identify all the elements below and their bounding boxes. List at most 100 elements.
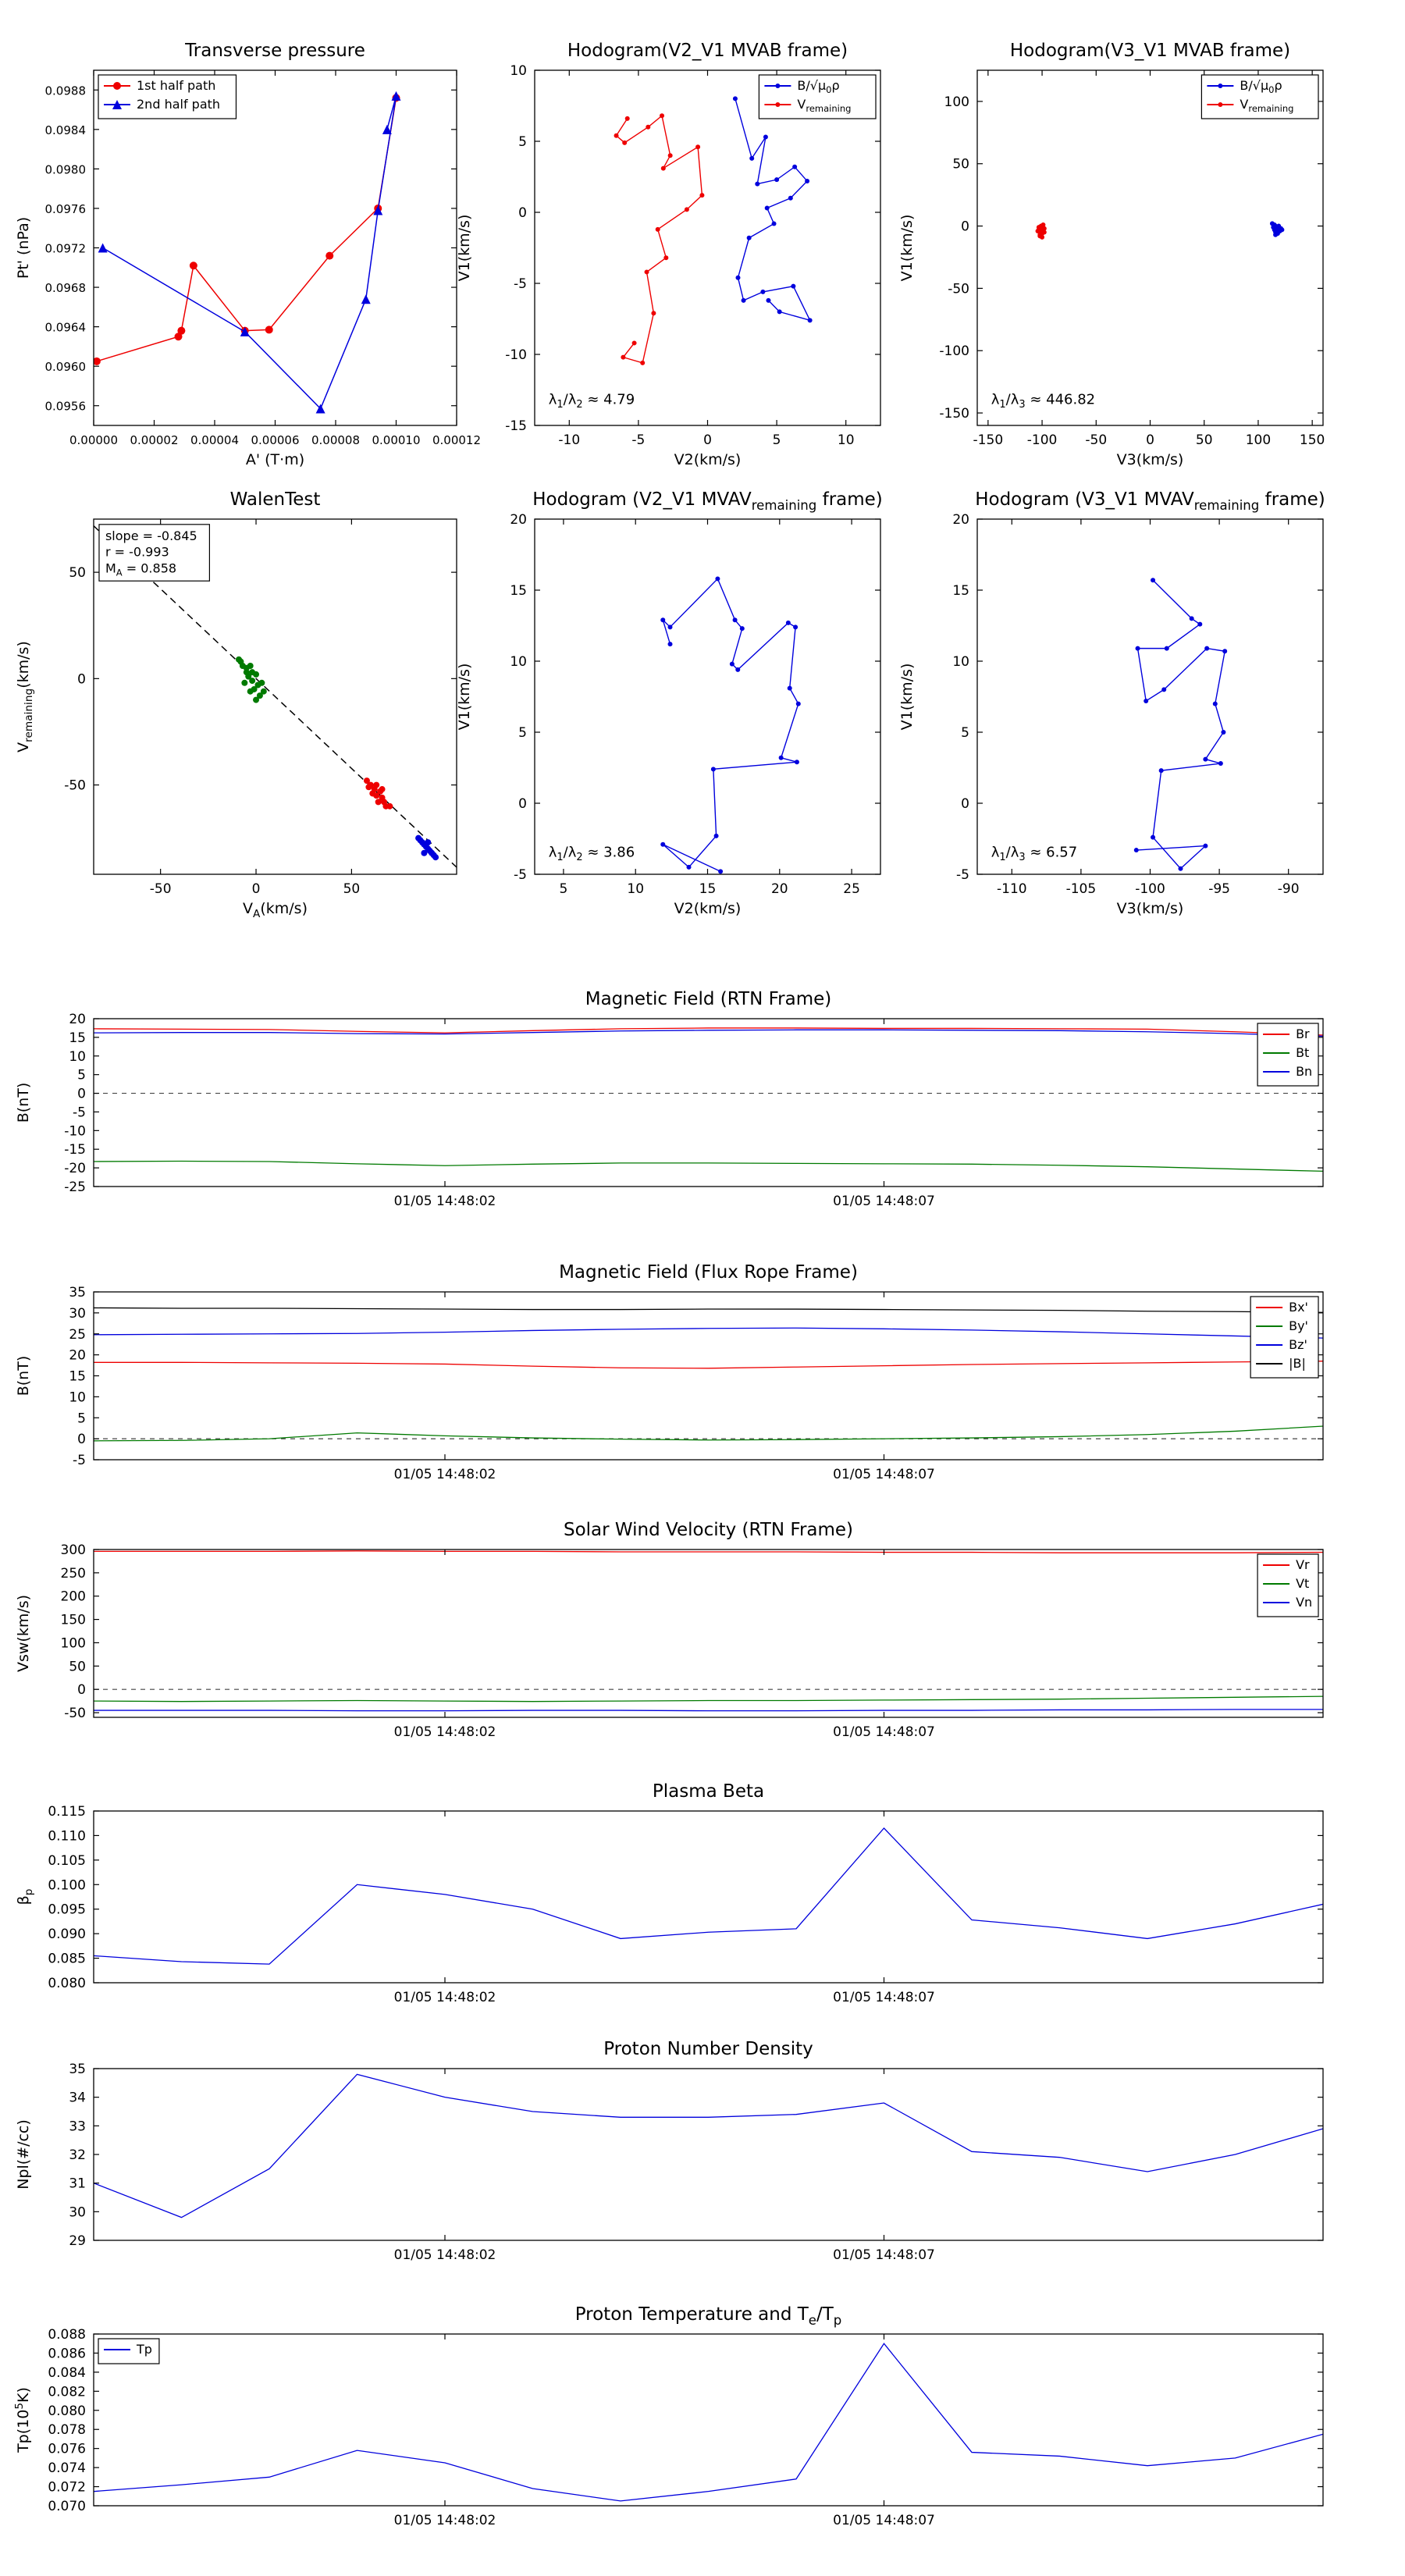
svg-text:Magnetic Field (Flux Rope Fram: Magnetic Field (Flux Rope Frame) [559, 1262, 858, 1283]
svg-text:250: 250 [61, 1566, 86, 1582]
svg-text:-5: -5 [73, 1105, 86, 1120]
svg-text:20: 20 [69, 1012, 86, 1027]
svg-text:Vr: Vr [1296, 1557, 1310, 1572]
svg-text:0.00006: 0.00006 [251, 433, 299, 447]
svg-text:0.0968: 0.0968 [45, 281, 87, 295]
svg-text:5: 5 [77, 1411, 86, 1426]
svg-text:0.0988: 0.0988 [45, 84, 87, 98]
svg-text:01/05 14:48:07: 01/05 14:48:07 [833, 1194, 935, 1209]
svg-text:0.072: 0.072 [48, 2480, 86, 2496]
svg-text:15: 15 [510, 583, 527, 599]
svg-text:50: 50 [343, 881, 361, 897]
svg-text:-110: -110 [997, 881, 1027, 897]
svg-text:Vremaining: Vremaining [797, 97, 851, 114]
svg-text:0.0984: 0.0984 [45, 123, 87, 137]
svg-text:-50: -50 [64, 778, 86, 794]
svg-text:V2(km/s): V2(km/s) [674, 900, 742, 917]
svg-text:0: 0 [961, 796, 969, 812]
svg-text:100: 100 [944, 94, 969, 110]
svg-text:01/05 14:48:02: 01/05 14:48:02 [394, 1990, 496, 2005]
svg-text:50: 50 [69, 565, 86, 581]
svg-text:0.090: 0.090 [48, 1927, 86, 1942]
chart-svg-hodogram-v3v1-mvav: -110 -105 -100 -95 -90 -5 0 5 10 15 20 Hodogram (V3… [898, 489, 1325, 917]
svg-text:-5: -5 [73, 1453, 86, 1468]
svg-text:-5: -5 [514, 867, 527, 883]
svg-text:Magnetic Field (RTN Frame): Magnetic Field (RTN Frame) [585, 989, 832, 1009]
svg-text:V2(km/s): V2(km/s) [674, 451, 742, 468]
svg-text:V1(km/s): V1(km/s) [456, 215, 473, 282]
svg-text:1st half path: 1st half path [137, 78, 215, 93]
svg-text:33: 33 [69, 2119, 86, 2134]
svg-text:Hodogram(V3_V1 MVAB frame): Hodogram(V3_V1 MVAB frame) [1010, 41, 1290, 61]
svg-text:01/05 14:48:02: 01/05 14:48:02 [394, 1194, 496, 1209]
svg-text:5: 5 [77, 1068, 86, 1083]
svg-text:-50: -50 [150, 881, 172, 897]
svg-text:|B|: |B| [1289, 1356, 1306, 1371]
svg-text:20: 20 [69, 1348, 86, 1364]
svg-text:0: 0 [703, 432, 712, 448]
svg-text:0: 0 [252, 881, 261, 897]
svg-text:-5: -5 [956, 867, 969, 883]
svg-text:10: 10 [627, 881, 644, 897]
chart-svg-mag-fluxrope: 01/05 14:48:02 01/05 14:48:07 -5 0 5 10 15 20 25… [15, 1262, 1324, 1482]
svg-text:Hodogram(V2_V1 MVAB frame): Hodogram(V2_V1 MVAB frame) [567, 41, 848, 61]
svg-text:35: 35 [69, 1285, 86, 1300]
svg-text:35: 35 [69, 2062, 86, 2077]
svg-text:0.095: 0.095 [48, 1902, 86, 1918]
svg-text:V3(km/s): V3(km/s) [1117, 451, 1184, 468]
svg-text:29: 29 [69, 2233, 86, 2249]
svg-text:Vt: Vt [1296, 1576, 1309, 1591]
svg-text:01/05 14:48:02: 01/05 14:48:02 [394, 2513, 496, 2528]
svg-text:20: 20 [952, 512, 969, 528]
svg-text:100: 100 [1246, 432, 1271, 448]
svg-text:-100: -100 [1027, 432, 1058, 448]
svg-text:0: 0 [77, 671, 86, 687]
svg-text:Tp: Tp [136, 2342, 152, 2357]
svg-text:V1(km/s): V1(km/s) [898, 664, 916, 731]
svg-text:-150: -150 [939, 406, 969, 422]
svg-text:0.082: 0.082 [48, 2384, 86, 2400]
svg-text:slope = -0.845: slope = -0.845 [105, 528, 197, 543]
svg-text:0.088: 0.088 [48, 2327, 86, 2343]
svg-text:01/05 14:48:02: 01/05 14:48:02 [394, 2247, 496, 2263]
svg-text:0.0976: 0.0976 [45, 202, 87, 216]
svg-text:-5: -5 [631, 432, 645, 448]
svg-text:-10: -10 [505, 347, 527, 363]
svg-text:B(nT): B(nT) [15, 1356, 32, 1397]
svg-text:-15: -15 [505, 418, 527, 434]
svg-text:0.110: 0.110 [48, 1828, 86, 1844]
svg-text:-90: -90 [1278, 881, 1300, 897]
svg-text:0.086: 0.086 [48, 2346, 86, 2361]
svg-text:50: 50 [952, 157, 969, 173]
svg-text:0.00002: 0.00002 [130, 433, 178, 447]
svg-text:B/√μ0ρ: B/√μ0ρ [1240, 78, 1282, 95]
svg-text:WalenTest: WalenTest [230, 489, 321, 510]
svg-text:Hodogram (V3_V1 MVAVremaining: Hodogram (V3_V1 MVAVremaining frame) [975, 489, 1325, 513]
svg-text:-100: -100 [1135, 881, 1165, 897]
svg-text:01/05 14:48:02: 01/05 14:48:02 [394, 1724, 496, 1740]
chart-svg-vsw-rtn: 01/05 14:48:02 01/05 14:48:07 -50 0 50 100 150… [15, 1520, 1324, 1740]
svg-text:-5: -5 [514, 276, 527, 292]
svg-text:15: 15 [952, 583, 969, 599]
svg-text:0: 0 [1146, 432, 1154, 448]
svg-text:-50: -50 [948, 281, 969, 297]
svg-text:-50: -50 [1085, 432, 1107, 448]
svg-text:50: 50 [69, 1659, 86, 1674]
chart-svg-walen-test: -50 0 50 -50 0 50 WalenTest VA(km/s) Vremaining(… [15, 489, 457, 920]
svg-text:-10: -10 [64, 1123, 86, 1139]
svg-text:Solar Wind Velocity (RTN Frame: Solar Wind Velocity (RTN Frame) [564, 1520, 853, 1540]
svg-text:Vsw(km/s): Vsw(km/s) [15, 1595, 32, 1672]
svg-text:0.00012: 0.00012 [432, 433, 481, 447]
svg-text:31: 31 [69, 2176, 86, 2192]
chart-svg-mag-rtn: 01/05 14:48:02 01/05 14:48:07 -25 -20 -15 -10… [15, 989, 1324, 1209]
svg-text:0.080: 0.080 [48, 1976, 86, 1991]
svg-text:-25: -25 [64, 1179, 86, 1195]
svg-text:0.078: 0.078 [48, 2422, 86, 2438]
svg-text:01/05 14:48:07: 01/05 14:48:07 [833, 1724, 935, 1740]
svg-text:5: 5 [518, 134, 527, 150]
svg-text:-105: -105 [1066, 881, 1097, 897]
svg-text:0.0960: 0.0960 [45, 360, 87, 374]
chart-svg-hodogram-v2v1-mvab: -10 -5 0 5 10 -15 -10 -5 0 5 10 Hodogram(V2_V1 MVAB… [456, 41, 881, 468]
svg-text:0: 0 [77, 1682, 86, 1698]
svg-text:20: 20 [771, 881, 788, 897]
